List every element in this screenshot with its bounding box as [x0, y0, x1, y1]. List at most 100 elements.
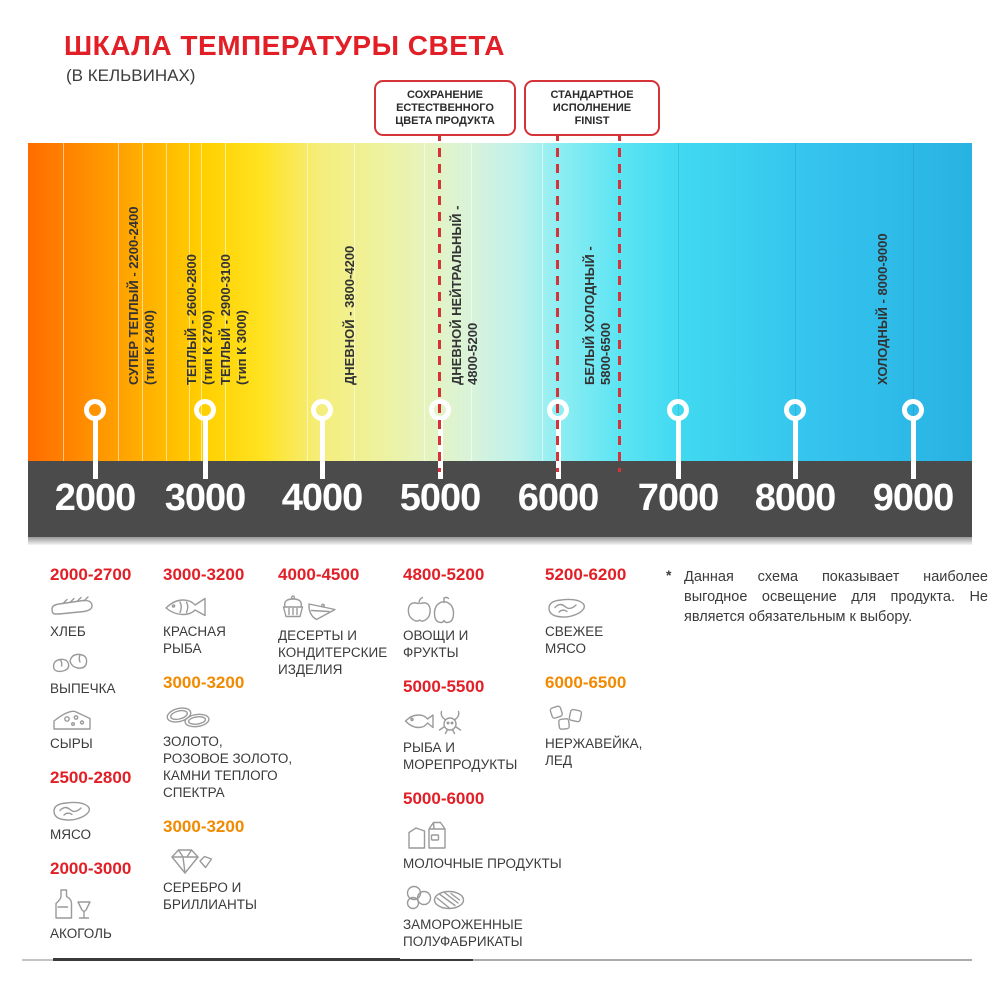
list-item: РЫБА И МОРЕПРОДУКТЫ: [403, 706, 543, 773]
dessert-icon: [282, 595, 336, 621]
recommendation-column-1: 2000-2700 ХЛЕБ ВЫПЕЧКА: [50, 565, 162, 958]
zone-divider: [913, 143, 914, 461]
callout-natural-color: СОХРАНЕНИЕ ЕСТЕСТВЕННОГО ЦВЕТА ПРОДУКТА: [374, 80, 516, 136]
cheese-icon: [53, 710, 91, 730]
range-header: 4000-4500: [278, 565, 360, 584]
item-label: СЕРЕБРО И БРИЛЛИАНТЫ: [163, 880, 257, 912]
page-subtitle: (В КЕЛЬВИНАХ): [66, 66, 196, 85]
zone-divider: [471, 143, 472, 461]
list-item: СВЕЖЕЕ МЯСО: [545, 594, 663, 657]
footnote: * Данная схема показывает наиболее выгод…: [666, 567, 988, 627]
bottom-rule-segment: [400, 959, 473, 961]
seafood-icon: [404, 710, 462, 735]
recommendation-column-5: 5200-6200 СВЕЖЕЕ МЯСО 6000-6500: [545, 565, 663, 785]
diamond-icon: [171, 849, 213, 874]
tick-label: 3000: [164, 477, 247, 519]
range-header: 3000-3200: [163, 673, 245, 692]
item-label: МЯСО: [50, 827, 91, 842]
zone-divider: [678, 143, 679, 461]
zone-divider: [307, 143, 308, 461]
bread-icon: [51, 596, 93, 615]
scale-pin-3000: [194, 399, 216, 421]
item-label: КРАСНАЯ РЫБА: [163, 624, 226, 656]
recommendation-group: 4800-5200 ОВОЩИ И ФРУКТЫ: [403, 565, 543, 661]
tick-label: 6000: [517, 477, 600, 519]
tick-label: 5000: [399, 477, 482, 519]
scale-pin-7000: [667, 399, 689, 421]
zone-divider: [424, 143, 425, 461]
list-item: АКОГОЛЬ: [50, 888, 162, 942]
scale-pin-8000: [784, 399, 806, 421]
range-header: 4800-5200: [403, 565, 485, 584]
zone-divider: [166, 143, 167, 461]
range-header: 5000-5500: [403, 677, 485, 696]
recommendation-group: 6000-6500 НЕРЖАВЕЙКА, ЛЕД: [545, 673, 663, 769]
range-header: 3000-3200: [163, 565, 245, 584]
page-title: ШКАЛА ТЕМПЕРАТУРЫ СВЕТА: [64, 30, 505, 61]
red-fish-icon: [165, 597, 206, 617]
list-item: МЯСО: [50, 797, 162, 843]
frozen-food-icon: [406, 885, 465, 910]
dashed-connector-6000: [556, 132, 559, 472]
zone-divider: [795, 143, 796, 461]
range-header: 3000-3200: [163, 817, 245, 836]
item-label: АКОГОЛЬ: [50, 926, 112, 941]
recommendation-group: 2500-2800 МЯСО: [50, 768, 162, 843]
recommendation-column-2: 3000-3200 КРАСНАЯ РЫБА 3000-3200: [163, 565, 293, 929]
recommendation-group: 2000-2700 ХЛЕБ ВЫПЕЧКА: [50, 565, 162, 752]
scale-pin-stem: [202, 419, 208, 479]
footnote-text: Данная схема показывает наиболее выгодно…: [684, 569, 988, 625]
range-header: 2000-2700: [50, 565, 132, 584]
scale-pin-stem: [675, 419, 681, 479]
zone-label-warm-2700: ТЕПЛЫЙ - 2600-2800 (тип К 2700): [184, 254, 215, 385]
recommendation-group: 3000-3200 ЗОЛОТО, РОЗОВОЕ ЗОЛОТО, КАМНИ …: [163, 673, 293, 801]
item-label: ЗАМОРОЖЕННЫЕ ПОЛУФАБРИКАТЫ: [403, 917, 523, 949]
tick-label: 2000: [54, 477, 137, 519]
zone-label-super-warm: СУПЕР ТЕПЛЫЙ - 2200-2400 (тип К 2400): [126, 206, 157, 385]
kelvin-gradient-bar: СУПЕР ТЕПЛЫЙ - 2200-2400 (тип К 2400) ТЕП…: [28, 143, 972, 461]
item-label: ДЕСЕРТЫ И КОНДИТЕРСКИЕ ИЗДЕЛИЯ: [278, 628, 388, 677]
tick-label: 7000: [637, 477, 720, 519]
item-label: ОВОЩИ И ФРУКТЫ: [403, 628, 469, 660]
recommendation-column-4: 4800-5200 ОВОЩИ И ФРУКТЫ 5000-5500: [403, 565, 562, 966]
recommendation-column-3: 4000-4500 ДЕСЕРТЫ И КОНДИТЕРСКИЕ ИЗДЕЛИЯ: [278, 565, 400, 694]
range-header: 6000-6500: [545, 673, 627, 692]
dairy-icon: [408, 821, 446, 849]
list-item: ЗАМОРОЖЕННЫЕ ПОЛУФАБРИКАТЫ: [403, 881, 543, 950]
scale-pin-4000: [311, 399, 333, 421]
bottom-rule-segment: [22, 959, 53, 961]
scale-pin-stem: [910, 419, 916, 479]
zone-divider: [118, 143, 119, 461]
recommendation-group: 4000-4500 ДЕСЕРТЫ И КОНДИТЕРСКИЕ ИЗДЕЛИЯ: [278, 565, 400, 678]
tick-label: 8000: [754, 477, 837, 519]
dashed-connector-5000: [438, 132, 441, 472]
item-label: ХЛЕБ: [50, 624, 86, 639]
zone-label-cold-white: БЕЛЫЙ ХОЛОДНЫЙ -5800-6500: [582, 246, 613, 385]
zone-divider: [354, 143, 355, 461]
scale-pin-stem: [792, 419, 798, 479]
zone-divider: [542, 143, 543, 461]
zone-divider: [225, 143, 226, 461]
list-item: КРАСНАЯ РЫБА: [163, 594, 291, 657]
recommendation-group: 3000-3200 КРАСНАЯ РЫБА: [163, 565, 291, 657]
kelvin-scale-bar: 2000 3000 4000 5000 6000 7000 8000 9000: [28, 461, 972, 537]
vegetables-icon: [407, 596, 455, 624]
gold-rings-icon: [166, 707, 210, 728]
bottom-rule-segment: [473, 959, 972, 961]
scale-pin-9000: [902, 399, 924, 421]
list-item: ЗОЛОТО, РОЗОВОЕ ЗОЛОТО, КАМНИ ТЕПЛОГО СП…: [163, 702, 293, 801]
dashed-connector-6500: [618, 132, 621, 472]
scale-pin-2000: [84, 399, 106, 421]
item-label: НЕРЖАВЕЙКА, ЛЕД: [545, 736, 643, 768]
item-label: РЫБА И МОРЕПРОДУКТЫ: [403, 740, 518, 772]
tick-label: 9000: [872, 477, 955, 519]
range-header: 2000-3000: [50, 859, 132, 878]
tick-label: 4000: [281, 477, 364, 519]
zone-label-daylight-neutral: ДНЕВНОЙ НЕЙТРАЛЬНЫЙ -4800-5200: [449, 205, 480, 385]
alcohol-icon: [55, 889, 91, 919]
recommendation-group: 5000-6000 МОЛОЧНЫЕ ПРОДУКТЫ ЗАМ: [403, 789, 562, 950]
zone-divider: [63, 143, 64, 461]
recommendation-group: 5200-6200 СВЕЖЕЕ МЯСО: [545, 565, 663, 657]
meat-icon: [53, 801, 91, 821]
item-label: ЗОЛОТО, РОЗОВОЕ ЗОЛОТО, КАМНИ ТЕПЛОГО СП…: [163, 734, 293, 800]
